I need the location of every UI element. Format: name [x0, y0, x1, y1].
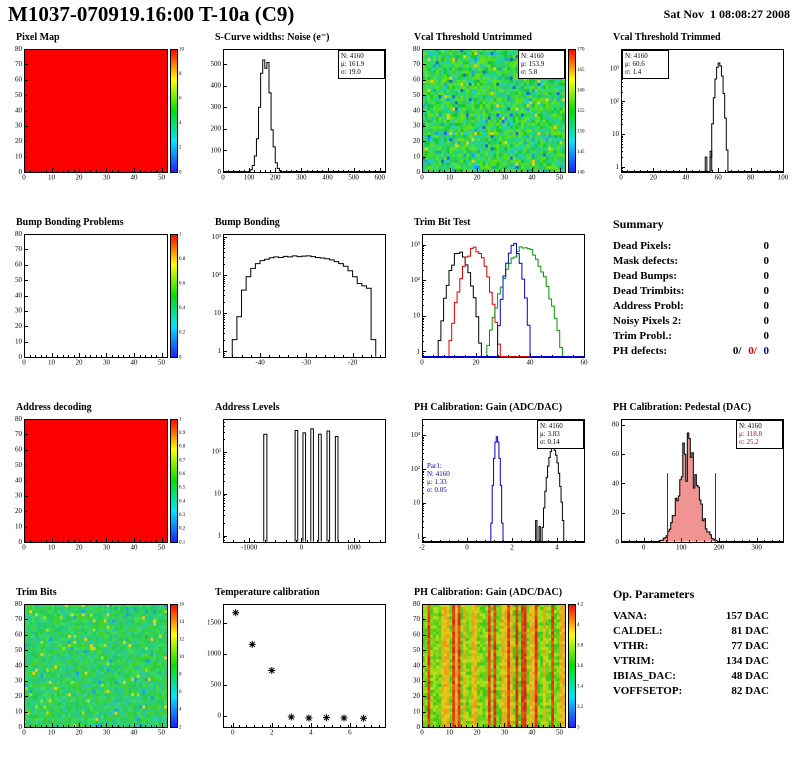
- plot-title-bump-bonding: Bump Bonding: [215, 217, 280, 228]
- summary-label: Dead Trimbits:: [613, 285, 685, 297]
- bump-bonding-problems-plot: [2, 230, 194, 370]
- ph-gain-map-plot: [400, 600, 592, 740]
- summary-heading: Summary: [613, 217, 664, 231]
- vcal-trimmed-plot: [599, 45, 791, 185]
- summary-row-noisy-pixels: Noisy Pixels 2: 0: [613, 315, 769, 327]
- trim-bits-panel: Trim Bits: [0, 585, 199, 770]
- summary-label: Dead Bumps:: [613, 270, 677, 282]
- vcal-trimmed-panel: Vcal Threshold Trimmed: [597, 30, 796, 215]
- op-label: CALDEL:: [613, 625, 663, 637]
- ph-defects-red: 0/: [748, 345, 757, 357]
- report-timestamp: Sat Nov 1 08:08:27 2008: [663, 7, 790, 21]
- vcal-untrimmed-panel: Vcal Threshold Untrimmed: [398, 30, 597, 215]
- plot-title-address-decoding: Address decoding: [16, 402, 92, 413]
- vcal-untrimmed-plot: [400, 45, 592, 185]
- trim-bits-plot: [2, 600, 194, 740]
- address-decoding-panel: Address decoding: [0, 400, 199, 585]
- ph-defects-blue: 0: [763, 345, 770, 357]
- ph-pedestal-plot: [599, 415, 791, 555]
- plot-title-bump-bonding-problems: Bump Bonding Problems: [16, 217, 124, 228]
- summary-row-dead-pixels: Dead Pixels: 0: [613, 240, 769, 252]
- pixel-map-plot: [2, 45, 194, 185]
- plot-title-vcal-trimmed: Vcal Threshold Trimmed: [613, 32, 721, 43]
- summary-row-trim-probl: Trim Probl.: 0: [613, 330, 769, 342]
- trim-bit-test-plot: [400, 230, 592, 370]
- summary-value: 0: [763, 330, 770, 342]
- plot-title-vcal-untrimmed: Vcal Threshold Untrimmed: [414, 32, 532, 43]
- summary-value: 0: [763, 315, 770, 327]
- summary-row-dead-trimbits: Dead Trimbits: 0: [613, 285, 769, 297]
- ph-gain-map-panel: PH Calibration: Gain (ADC/DAC): [398, 585, 597, 770]
- op-value: 77 DAC: [731, 640, 769, 652]
- bump-bonding-panel: Bump Bonding: [199, 215, 398, 400]
- ph-defects-values: 0/ 0/ 0: [729, 345, 769, 357]
- plot-title-trim-bits: Trim Bits: [16, 587, 57, 598]
- op-value: 157 DAC: [725, 610, 769, 622]
- scurve-noise-panel: S-Curve widths: Noise (e⁻): [199, 30, 398, 215]
- address-levels-plot: [201, 415, 393, 555]
- summary-row-dead-bumps: Dead Bumps: 0: [613, 270, 769, 282]
- plot-title-ph-gain: PH Calibration: Gain (ADC/DAC): [414, 402, 563, 413]
- op-parameters-panel: Op. Parameters VANA: 157 DAC CALDEL: 81 …: [597, 585, 796, 770]
- ph-gain-panel: PH Calibration: Gain (ADC/DAC): [398, 400, 597, 585]
- summary-value: 0: [763, 285, 770, 297]
- op-row-voffsetop: VOFFSETOP: 82 DAC: [613, 685, 769, 697]
- summary-panel: Summary Dead Pixels: 0 Mask defects: 0 D…: [597, 215, 796, 400]
- summary-value: 0: [763, 255, 770, 267]
- summary-value: 0: [763, 240, 770, 252]
- plot-title-scurve-noise: S-Curve widths: Noise (e⁻): [215, 32, 330, 43]
- op-label: VTHR:: [613, 640, 649, 652]
- op-parameters-heading: Op. Parameters: [613, 587, 695, 601]
- op-row-vana: VANA: 157 DAC: [613, 610, 769, 622]
- op-row-caldel: CALDEL: 81 DAC: [613, 625, 769, 637]
- summary-row-address-probl: Address Probl: 0: [613, 300, 769, 312]
- plot-title-pixel-map: Pixel Map: [16, 32, 60, 43]
- temperature-calibration-panel: Temperature calibration: [199, 585, 398, 770]
- scurve-noise-plot: [201, 45, 393, 185]
- op-value: 48 DAC: [731, 670, 769, 682]
- summary-value: 0: [763, 300, 770, 312]
- op-value: 82 DAC: [731, 685, 769, 697]
- ph-defects-black: 0/: [732, 345, 742, 357]
- summary-label: Dead Pixels:: [613, 240, 672, 252]
- ph-gain-plot: [400, 415, 592, 555]
- report-header: M1037-070919.16:00 T-10a (C9) Sat Nov 1 …: [0, 0, 796, 30]
- bump-bonding-plot: [201, 230, 393, 370]
- op-label: VTRIM:: [613, 655, 655, 667]
- bump-bonding-problems-panel: Bump Bonding Problems: [0, 215, 199, 400]
- temperature-calibration-plot: [201, 600, 393, 740]
- op-value: 134 DAC: [725, 655, 769, 667]
- op-label: VOFFSETOP:: [613, 685, 683, 697]
- plot-grid: Pixel Map S-Curve widths: Noise (e⁻) Vca…: [0, 30, 796, 770]
- summary-label: Address Probl:: [613, 300, 684, 312]
- op-label: IBIAS_DAC:: [613, 670, 676, 682]
- page-title: M1037-070919.16:00 T-10a (C9): [8, 2, 295, 26]
- ph-pedestal-panel: PH Calibration: Pedestal (DAC): [597, 400, 796, 585]
- op-label: VANA:: [613, 610, 648, 622]
- summary-value: 0: [763, 270, 770, 282]
- pixel-map-panel: Pixel Map: [0, 30, 199, 215]
- plot-title-address-levels: Address Levels: [215, 402, 280, 413]
- address-levels-panel: Address Levels: [199, 400, 398, 585]
- summary-row-ph-defects: PH defects: 0/ 0/ 0: [613, 345, 769, 357]
- trim-bit-test-panel: Trim Bit Test: [398, 215, 597, 400]
- plot-title-ph-pedestal: PH Calibration: Pedestal (DAC): [613, 402, 752, 413]
- plot-title-ph-gain-map: PH Calibration: Gain (ADC/DAC): [414, 587, 563, 598]
- op-row-ibias: IBIAS_DAC: 48 DAC: [613, 670, 769, 682]
- summary-label: Mask defects:: [613, 255, 679, 267]
- summary-label: Trim Probl.:: [613, 330, 672, 342]
- summary-row-mask-defects: Mask defects: 0: [613, 255, 769, 267]
- op-row-vtrim: VTRIM: 134 DAC: [613, 655, 769, 667]
- plot-title-temperature-calibration: Temperature calibration: [215, 587, 320, 598]
- plot-title-trim-bit-test: Trim Bit Test: [414, 217, 471, 228]
- summary-label: PH defects:: [613, 345, 668, 357]
- op-row-vthr: VTHR: 77 DAC: [613, 640, 769, 652]
- summary-label: Noisy Pixels 2:: [613, 315, 682, 327]
- address-decoding-plot: [2, 415, 194, 555]
- op-value: 81 DAC: [731, 625, 769, 637]
